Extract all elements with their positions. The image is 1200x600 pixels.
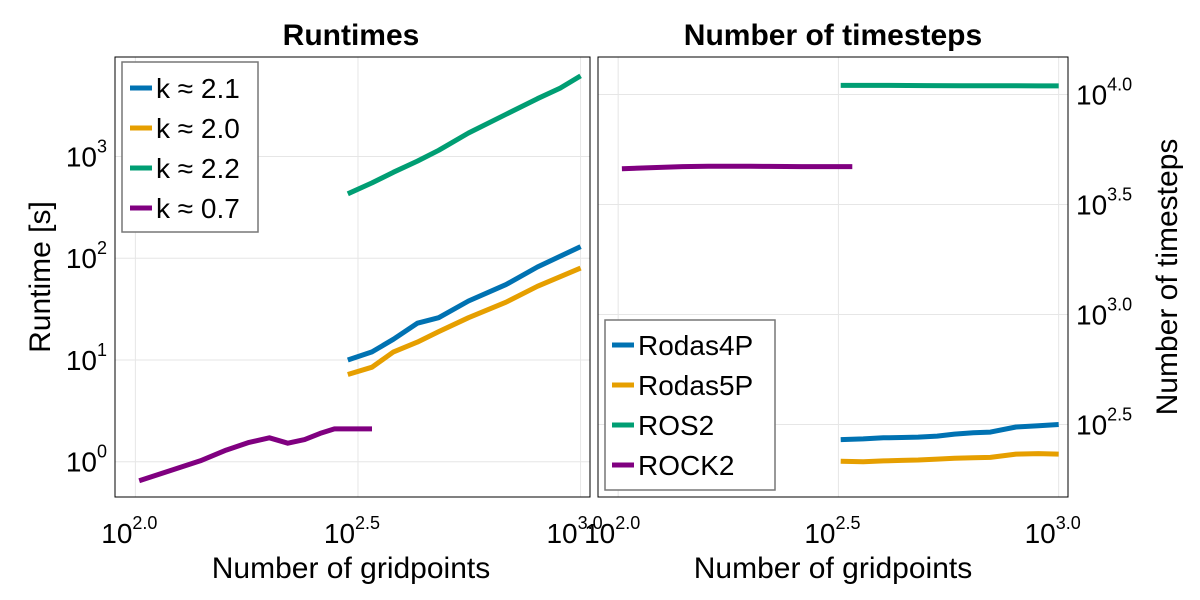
- timesteps-y-ticks: 102.5 103.0 103.5 104.0: [1076, 74, 1132, 440]
- panel-timesteps: Number of timesteps 102.0 102.5 103.0 102.…: [584, 19, 1184, 585]
- series-line-rock2: [621, 163, 853, 172]
- runtimes-title: Runtimes: [283, 19, 420, 52]
- runtimes-x-ticks: 102.0 102.5 103.0: [101, 513, 602, 549]
- timesteps-title: Number of timesteps: [684, 19, 982, 52]
- legend-label-rodas5p: Rodas5P: [638, 370, 753, 401]
- legend-label-ros2: ROS2: [638, 410, 714, 441]
- series-line-k20: [347, 265, 582, 377]
- series-line-k21: [347, 244, 582, 363]
- y-tick-label: 102: [66, 238, 107, 274]
- runtimes-legend: k ≈ 2.1 k ≈ 2.0 k ≈ 2.2 k ≈ 0.7: [121, 61, 259, 233]
- timesteps-y-axis-label: Number of timesteps: [1151, 139, 1184, 416]
- x-tick-label: 103.0: [1025, 513, 1081, 549]
- y-tick-label: 101: [66, 340, 107, 376]
- x-tick-label: 102.5: [324, 513, 380, 549]
- y-tick-label: 102.5: [1076, 404, 1132, 440]
- legend-label-k22: k ≈ 2.2: [156, 153, 240, 184]
- timesteps-series: [621, 82, 1059, 465]
- runtimes-y-axis-label: Runtime [s]: [24, 201, 57, 353]
- x-tick-label: 102.0: [584, 513, 640, 549]
- timesteps-x-axis-label: Number of gridpoints: [694, 552, 972, 585]
- legend-label-k20: k ≈ 2.0: [156, 113, 240, 144]
- runtimes-y-ticks: 100 101 102 103: [66, 136, 107, 477]
- runtimes-x-axis-label: Number of gridpoints: [212, 552, 490, 585]
- runtimes-plot-frame: [114, 56, 591, 498]
- timesteps-legend: Rodas4P Rodas5P ROS2 ROCK2: [604, 319, 776, 491]
- y-tick-label: 103.5: [1076, 184, 1132, 220]
- timesteps-x-ticks: 102.0 102.5 103.0: [584, 513, 1081, 549]
- series-line-rodas5p: [840, 451, 1059, 465]
- legend-label-rodas4p: Rodas4P: [638, 330, 753, 361]
- series-line-k22: [346, 73, 582, 197]
- panel-runtimes: Runtimes 102.0 102.5 103.0 100 101 102 103 Nu…: [24, 19, 603, 585]
- y-tick-label: 103.0: [1076, 294, 1132, 330]
- x-tick-label: 102.0: [101, 513, 157, 549]
- y-tick-label: 103: [66, 136, 107, 172]
- x-tick-label: 102.5: [804, 513, 860, 549]
- series-line-rodas4p: [840, 422, 1059, 443]
- runtimes-series: [138, 73, 582, 484]
- series-line-ros2: [840, 82, 1059, 89]
- y-tick-label: 100: [66, 442, 107, 478]
- timesteps-legend-frame: [604, 319, 776, 491]
- series-line-k07: [138, 426, 372, 484]
- x-tick-label: 103.0: [546, 513, 602, 549]
- legend-label-rock2: ROCK2: [638, 450, 734, 481]
- legend-label-k07: k ≈ 0.7: [156, 193, 240, 224]
- legend-label-k21: k ≈ 2.1: [156, 73, 240, 104]
- timesteps-plot-frame: [597, 56, 1069, 498]
- y-tick-label: 104.0: [1076, 74, 1132, 110]
